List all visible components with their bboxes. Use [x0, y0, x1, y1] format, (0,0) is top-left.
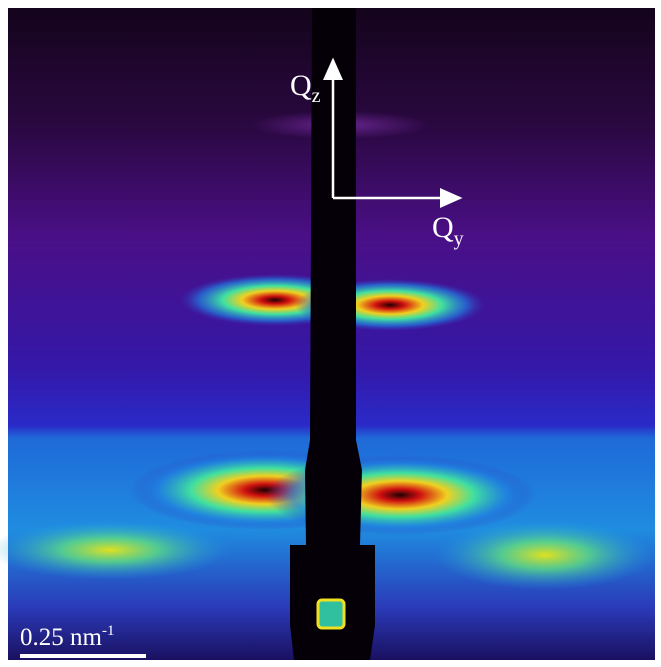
intensity-band: [435, 520, 655, 590]
symbol: Q: [290, 69, 312, 102]
superscript: -1: [102, 623, 115, 639]
scattering-figure: Qz Qy 0.25 nm-1: [0, 0, 661, 667]
symbol: Q: [432, 211, 454, 244]
label: 0.25 nm: [20, 624, 103, 651]
intensity-band: [0, 520, 230, 580]
direct-beam: [318, 600, 344, 628]
scale-bar-label: 0.25 nm-1: [20, 623, 114, 651]
subscript: y: [454, 228, 464, 250]
subscript: z: [312, 85, 321, 107]
